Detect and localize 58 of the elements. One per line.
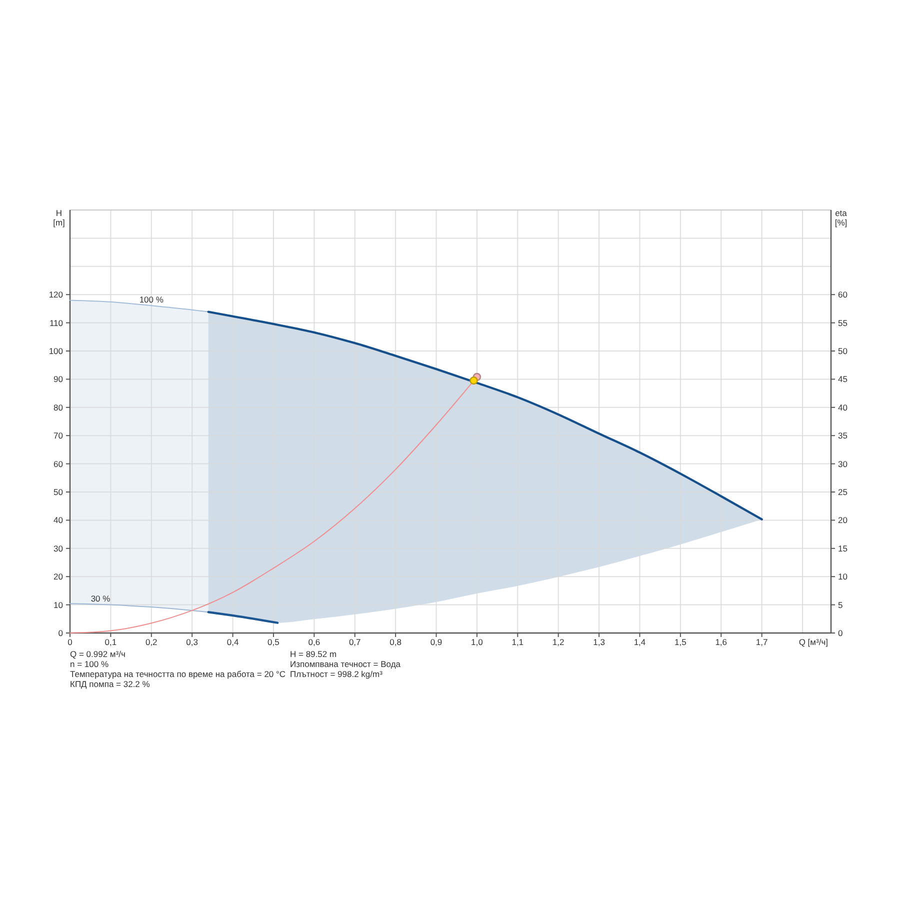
text: КПД помпа = 32.2 %: [70, 679, 150, 689]
text: Изпомпвана течност = Вода: [290, 659, 401, 669]
y-tick-label: 90: [54, 374, 64, 384]
x-tick-label: 0,2: [145, 637, 158, 647]
x-tick-label: 1,5: [674, 637, 687, 647]
text: Q = 0.992 м³/ч: [70, 649, 126, 659]
text: Плътност = 998.2 kg/m³: [290, 669, 383, 679]
y-tick-label: 110: [49, 318, 64, 328]
x-tick-label: 1,4: [634, 637, 646, 647]
line-series: [70, 603, 209, 613]
line-series: [207, 310, 763, 520]
x-tick-label: 1,0: [471, 637, 484, 647]
annotation: 30 %: [90, 594, 111, 604]
x-tick-label: 0,9: [430, 637, 442, 647]
text: H = 89.52 m: [290, 649, 337, 659]
y2-tick-label: 10: [838, 572, 848, 582]
y2-tick-label: 0: [838, 628, 843, 638]
y-tick-label: 0: [58, 628, 64, 638]
y-tick-label: 100: [48, 346, 64, 356]
x-tick-label: 0,8: [390, 637, 402, 647]
y-tick-label: 30: [54, 543, 64, 554]
annotation: 100 %: [139, 294, 164, 305]
y-tick-label: 50: [54, 487, 64, 497]
y2-tick-label: 25: [838, 487, 848, 497]
y-axis-title: H [m]: [53, 208, 65, 228]
x-axis-title: Q [м³/ч]: [798, 637, 828, 647]
y2-tick-label: 50: [838, 346, 848, 356]
y2-axis-title: eta [%]: [834, 208, 848, 228]
y2-tick-label: 40: [838, 402, 848, 412]
x-tick-label: 0,1: [104, 637, 117, 647]
x-tick-label: 0,6: [308, 637, 320, 647]
x-tick-label: 1,3: [593, 637, 606, 647]
y2-tick-label: 35: [838, 430, 848, 441]
y2-tick-label: 15: [838, 543, 848, 554]
text: Температура на течността по време на работа = 20 °C: [70, 669, 286, 679]
x-tick-label: 1,1: [512, 637, 524, 647]
y2-tick-label: 30: [838, 458, 848, 469]
y-tick-label: 70: [54, 430, 64, 441]
y-tick-label: 10: [54, 600, 64, 610]
y2-tick-label: 20: [838, 515, 848, 526]
y2-tick-label: 45: [838, 374, 848, 384]
x-tick-label: 1,6: [715, 637, 728, 647]
y-tick-label: 60: [54, 458, 64, 469]
y-tick-label: 120: [48, 290, 64, 300]
text: n = 100 %: [70, 659, 109, 669]
y2-tick-label: 5: [838, 600, 843, 610]
x-tick-label: 0,4: [226, 637, 239, 647]
y2-tick-label: 55: [838, 318, 848, 328]
x-tick-label: 0,5: [268, 637, 280, 647]
y-tick-label: 40: [54, 515, 64, 526]
y-tick-label: 80: [54, 402, 64, 412]
x-tick-label: 0,7: [348, 637, 362, 647]
y-tick-label: 20: [54, 572, 64, 582]
x-tick-label: 1,7: [756, 637, 768, 647]
x-tick-label: 1,2: [552, 637, 565, 647]
y2-tick-label: 60: [838, 290, 848, 300]
x-tick-label: 0: [68, 637, 73, 647]
x-tick-label: 0,3: [186, 637, 198, 647]
